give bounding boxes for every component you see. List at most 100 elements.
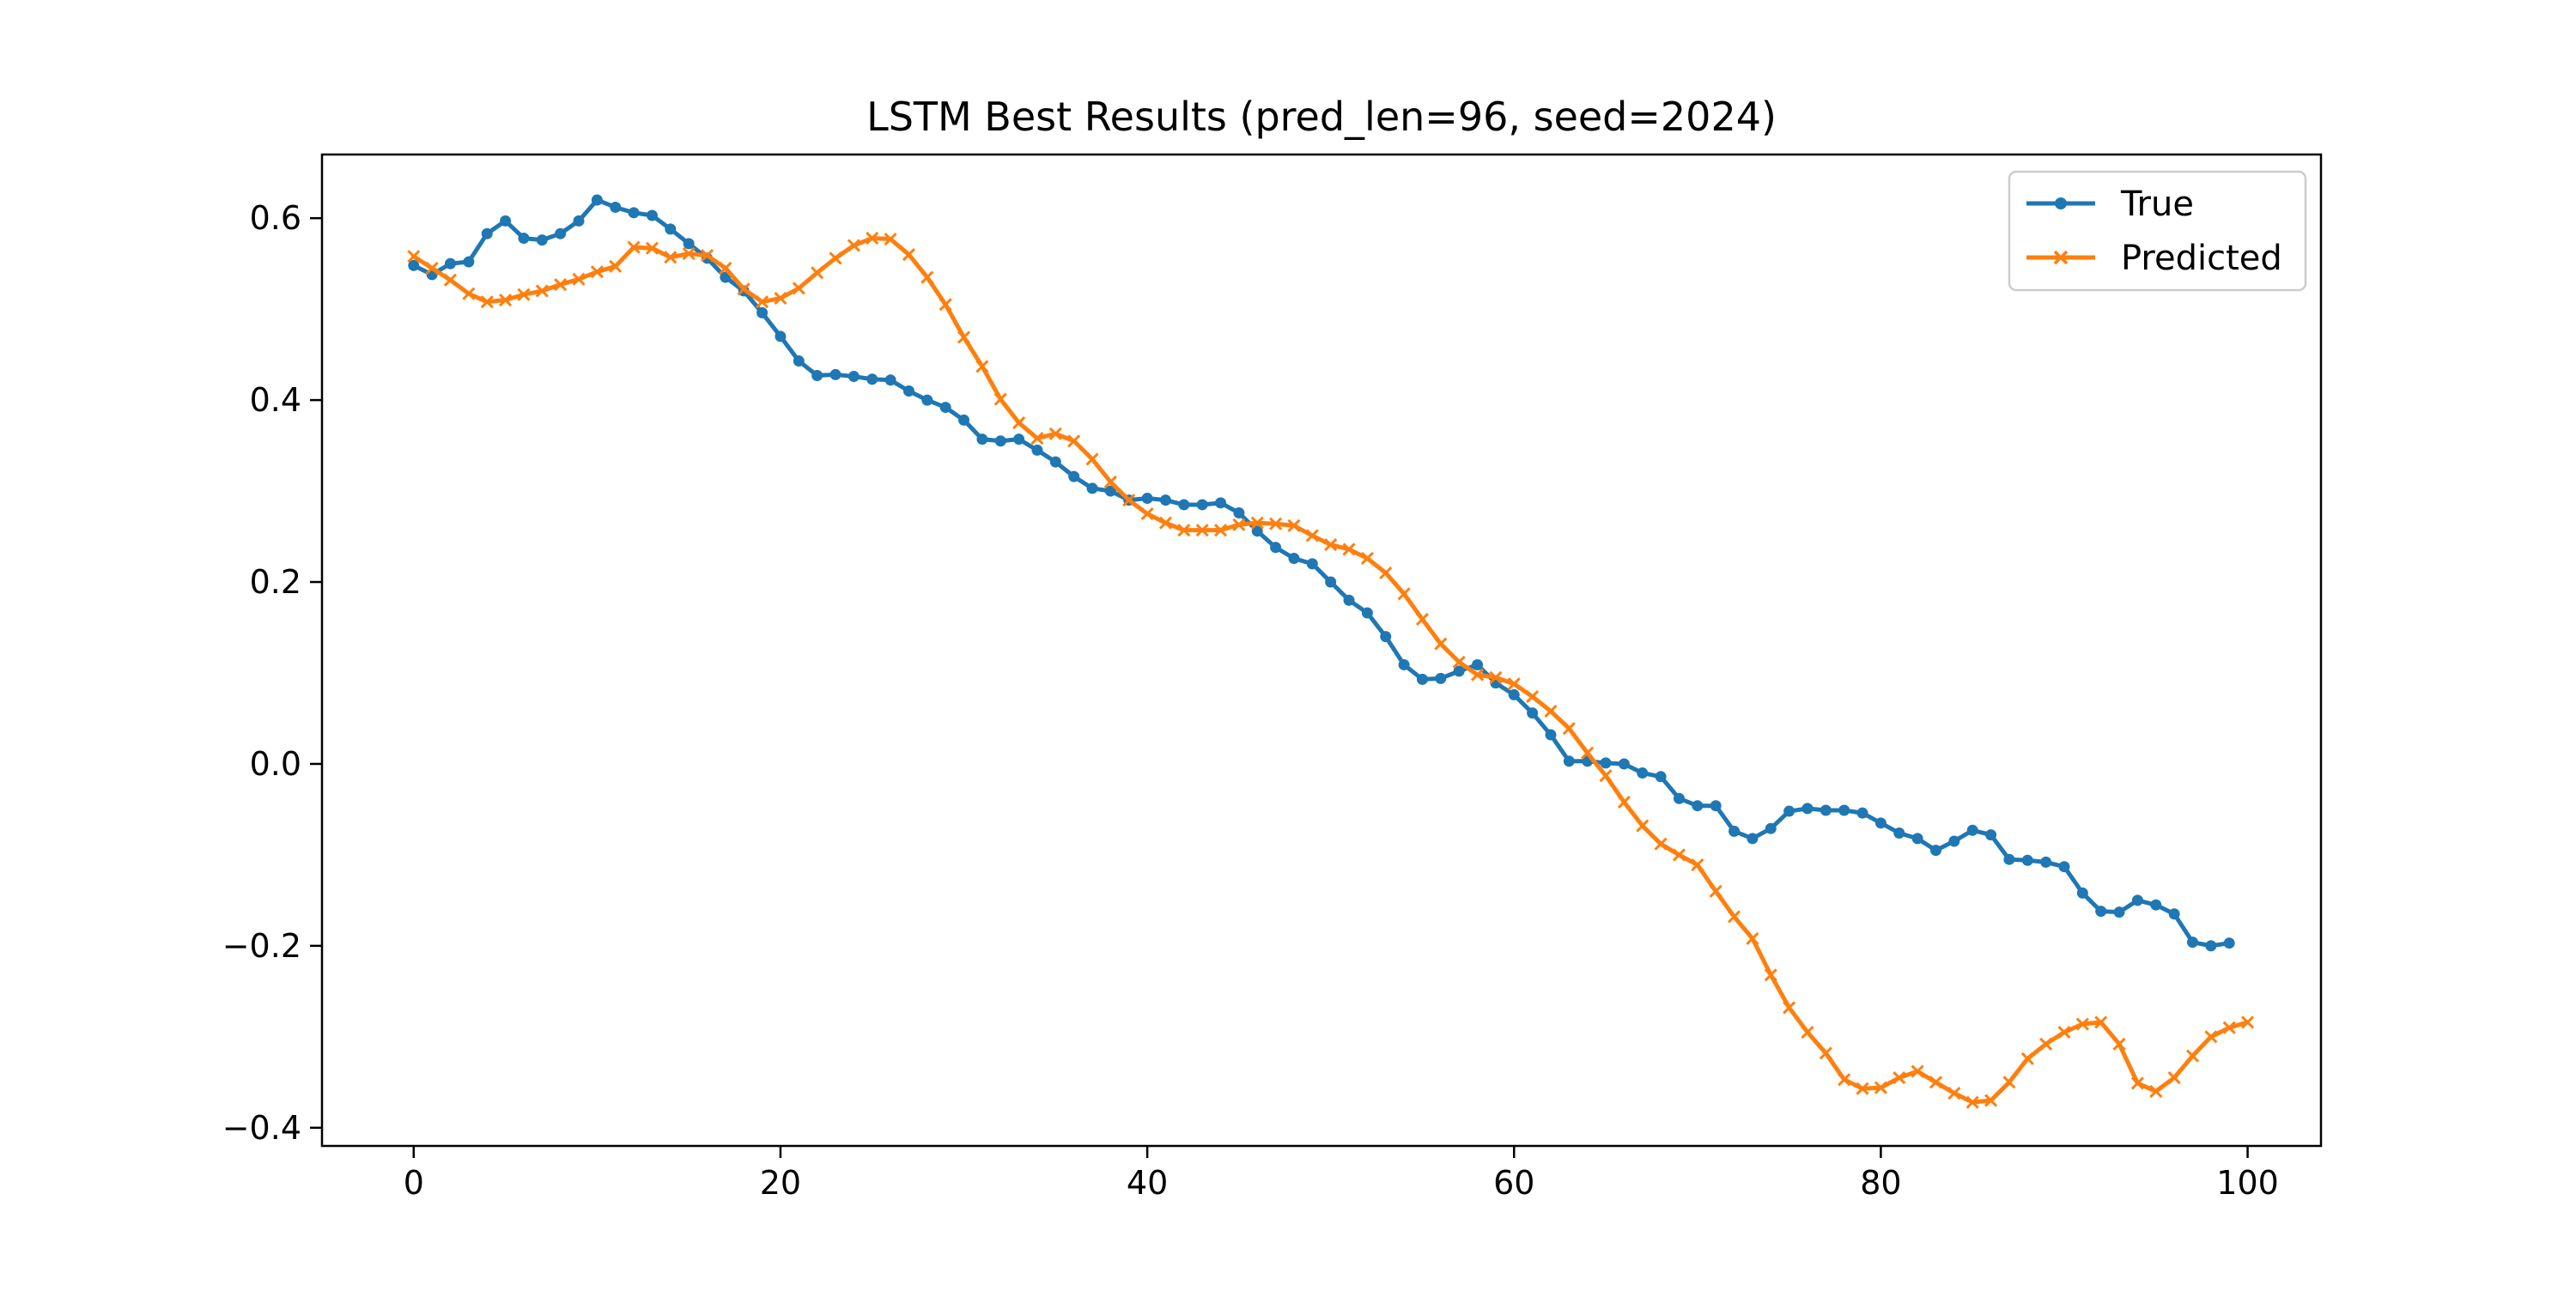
predicted-point [737, 282, 750, 296]
true-point [1948, 835, 1960, 847]
predicted-point [1232, 518, 1246, 531]
true-point [2131, 894, 2143, 906]
predicted-point [1984, 1094, 1998, 1107]
predicted-point [884, 232, 897, 246]
x-tick-label: 100 [2216, 1164, 2279, 1202]
predicted-point [1709, 884, 1722, 898]
predicted-point [2039, 1037, 2053, 1051]
predicted-point [700, 249, 714, 263]
true-point [1178, 499, 1190, 511]
true-point [2021, 854, 2033, 866]
predicted-point [2130, 1076, 2144, 1090]
true-point [1472, 658, 1484, 670]
predicted-point [1085, 452, 1099, 466]
predicted-point [1305, 529, 1319, 542]
true-point [1747, 833, 1759, 845]
true-point [1435, 672, 1447, 684]
predicted-point [480, 295, 494, 309]
predicted-point [1801, 1025, 1814, 1039]
predicted-point [1911, 1064, 1924, 1078]
predicted-point [939, 298, 952, 312]
true-point [2040, 856, 2052, 868]
predicted-point [1544, 704, 1558, 718]
true-point [2205, 940, 2217, 952]
predicted-point [1048, 427, 1062, 440]
true-point [683, 238, 695, 250]
true-point [1728, 825, 1741, 837]
predicted-point [609, 259, 623, 273]
predicted-point [902, 247, 916, 262]
true-point [2003, 853, 2015, 865]
true-point [1856, 807, 1868, 819]
true-point [2113, 906, 2125, 918]
true-point [518, 232, 530, 244]
predicted-point [2241, 1015, 2255, 1029]
predicted-point [590, 265, 604, 279]
true-point [811, 369, 823, 381]
true-point [445, 258, 457, 270]
predicted-point [1269, 517, 1283, 530]
predicted-point [664, 251, 677, 264]
y-tick-label: −0.2 [222, 927, 301, 965]
predicted-point [572, 272, 586, 286]
true-point [1820, 804, 1832, 816]
legend-true-marker [2055, 197, 2067, 209]
x-tick-label: 40 [1127, 1164, 1168, 1202]
true-point [1049, 456, 1061, 468]
true-point [1306, 558, 1318, 570]
true-point [500, 215, 512, 227]
predicted-point [499, 293, 513, 307]
predicted-point [847, 239, 860, 252]
predicted-point [1122, 494, 1136, 507]
predicted-point [1342, 542, 1356, 556]
predicted-point [425, 261, 439, 276]
y-tick-label: 0.0 [250, 745, 301, 783]
legend-predicted-marker [2053, 250, 2069, 265]
x-tick-label: 60 [1493, 1164, 1534, 1202]
true-point [1911, 833, 1923, 845]
x-tick-label: 20 [760, 1164, 801, 1202]
predicted-point [811, 266, 824, 280]
predicted-point [1581, 746, 1595, 760]
predicted-point [1856, 1082, 1869, 1095]
predicted-point [1250, 516, 1264, 530]
predicted-point [1379, 566, 1393, 579]
true-point [1380, 631, 1392, 643]
true-point [1508, 688, 1520, 700]
true-point [1929, 845, 1941, 857]
predicted-point [1103, 475, 1117, 489]
predicted-point [756, 295, 769, 309]
true-point [1710, 800, 1722, 812]
true-point [2058, 861, 2070, 873]
true-point [1215, 497, 1227, 509]
predicted-point [1030, 432, 1044, 445]
predicted-point [1397, 587, 1411, 601]
true-point [1343, 594, 1355, 606]
true-point [976, 433, 988, 445]
predicted-series [407, 231, 2255, 1109]
predicted-point [1764, 968, 1777, 982]
plot-area-frame [320, 153, 2323, 1148]
true-point [1196, 499, 1208, 511]
true-point [665, 223, 677, 235]
predicted-point [1636, 819, 1649, 833]
chart-title: LSTM Best Results (pred_len=96, seed=202… [866, 94, 1777, 140]
true-point [829, 368, 841, 380]
predicted-point [792, 282, 805, 295]
predicted-point [920, 270, 934, 284]
true-point [1086, 482, 1098, 494]
true-point [1563, 755, 1575, 767]
true-point [994, 435, 1006, 447]
predicted-point [1067, 434, 1081, 448]
axis-ticks: 0 20 40 60 80 100 −0.4 −0.2 0.0 0.2 0.4 0.6 [222, 199, 2279, 1202]
predicted-point [957, 330, 971, 344]
true-point [628, 207, 640, 219]
predicted-point [627, 240, 641, 254]
true-point [1783, 805, 1795, 817]
predicted-point [1526, 689, 1540, 704]
true-point [1985, 829, 1997, 841]
true-point [2223, 937, 2235, 949]
predicted-point [2002, 1076, 2016, 1089]
predicted-point [1452, 655, 1466, 669]
